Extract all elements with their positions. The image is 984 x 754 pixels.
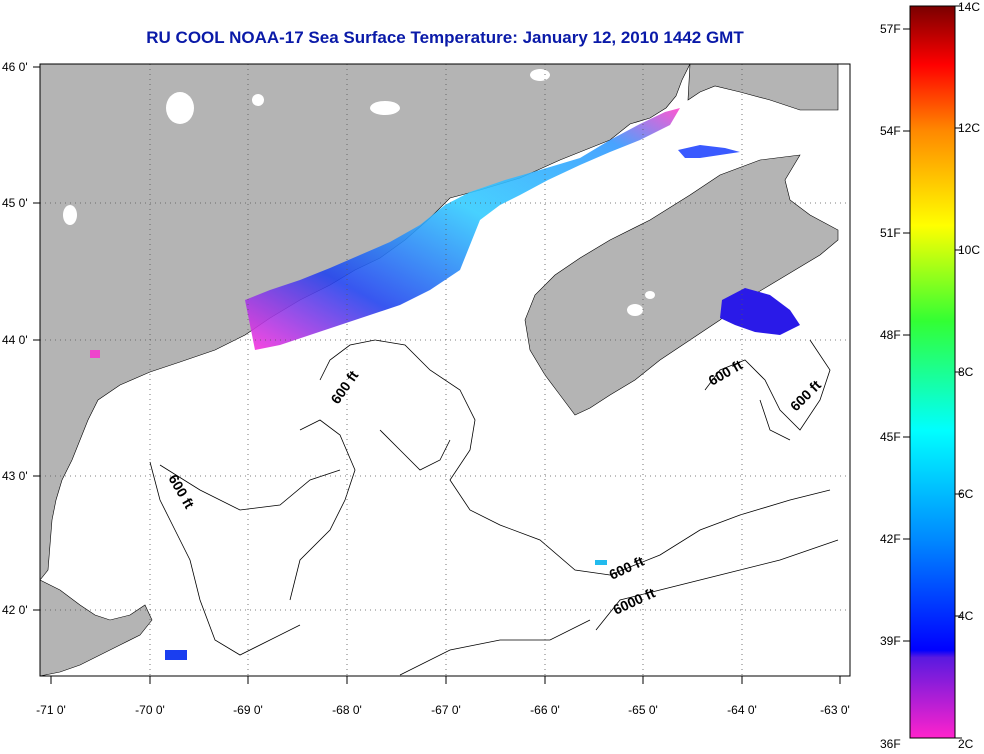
- sst-coastal-swath: [245, 108, 680, 350]
- land-nova-scotia: [524, 154, 839, 416]
- sst-patch-west: [90, 350, 100, 358]
- map-title: RU COOL NOAA-17 Sea Surface Temperature:…: [146, 28, 744, 47]
- y-tick-label: 44 0': [2, 333, 28, 347]
- colorbar-c-label: 14C: [958, 0, 980, 14]
- sst-patch-south: [165, 650, 187, 660]
- sst-cape-sable-patch: [678, 145, 740, 158]
- axis-ticks: [33, 66, 841, 684]
- x-tick-label: -63 0': [820, 703, 850, 717]
- bathymetry-contours: [149, 339, 839, 676]
- colorbar-f-label: 42F: [880, 532, 901, 546]
- colorbar-c-label: 10C: [958, 243, 980, 257]
- x-tick-label: -69 0': [233, 703, 263, 717]
- colorbar-f-label: 45F: [880, 430, 901, 444]
- x-tick-label: -66 0': [530, 703, 560, 717]
- colorbar-c-label: 12C: [958, 121, 980, 135]
- land-cape-cod: [39, 579, 153, 677]
- colorbar-f-label: 54F: [880, 124, 901, 138]
- colorbar-c-label: 8C: [958, 365, 974, 379]
- colorbar-f-label: 48F: [880, 328, 901, 342]
- colorbar-f-label: 39F: [880, 634, 901, 648]
- y-tick-label: 43 0': [2, 469, 28, 483]
- colorbar-f-label: 57F: [880, 22, 901, 36]
- x-tick-label: -67 0': [431, 703, 461, 717]
- x-tick-label: -68 0': [332, 703, 362, 717]
- x-tick-label: -65 0': [628, 703, 658, 717]
- colorbar-f-label: 36F: [880, 737, 901, 751]
- sst-patch-east: [595, 560, 607, 565]
- colorbar-ticks: [903, 5, 962, 739]
- colorbar-f-label: 51F: [880, 226, 901, 240]
- y-tick-label: 42 0': [2, 603, 28, 617]
- x-tick-label: -70 0': [135, 703, 165, 717]
- sst-nova-scotia-patch: [720, 288, 800, 335]
- y-tick-label: 46 0': [2, 60, 28, 74]
- colorbar-c-label: 4C: [958, 609, 974, 623]
- x-tick-label: -64 0': [727, 703, 757, 717]
- land-new-brunswick: [687, 63, 839, 111]
- graticule: [40, 64, 850, 676]
- colorbar-c-label: 6C: [958, 487, 974, 501]
- y-tick-label: 45 0': [2, 196, 28, 210]
- x-tick-label: -71 0': [36, 703, 66, 717]
- colorbar: [909, 5, 956, 739]
- colorbar-c-label: 2C: [958, 737, 974, 751]
